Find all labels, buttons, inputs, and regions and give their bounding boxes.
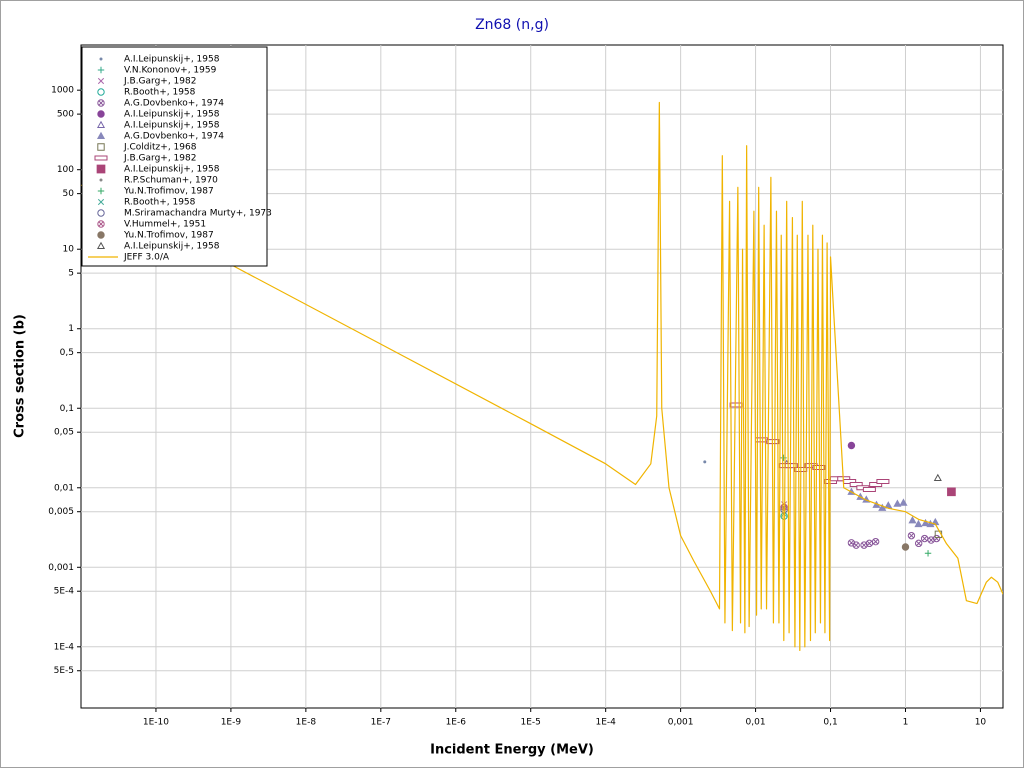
x-tick-label: 10 <box>975 718 987 728</box>
y-tick-label: 1 <box>68 324 74 334</box>
y-tick-label: 0,005 <box>48 507 74 517</box>
legend-label: A.I.Leipunskij+, 1958 <box>124 121 220 131</box>
x-tick-label: 1E-4 <box>595 718 616 728</box>
ticks: 1E-10 1E-9 1E-8 1E-7 1E-6 1E-5 1E-4 0,001 0,01 0,… <box>48 86 986 728</box>
legend-swatch <box>97 77 105 85</box>
y-tick-label: 5E-5 <box>54 666 74 676</box>
data-point <box>876 478 890 484</box>
data-point <box>780 454 787 462</box>
y-tick-label: 5E-4 <box>54 587 75 597</box>
legend-swatch <box>97 187 105 195</box>
x-tick-label: 1E-10 <box>143 718 169 728</box>
legend-label: V.Hummel+, 1951 <box>124 220 206 230</box>
data-point <box>729 402 743 408</box>
legend-label: Yu.N.Trofimov, 1987 <box>123 187 214 197</box>
data-point <box>914 539 923 547</box>
x-tick-label: 1E-7 <box>371 718 391 728</box>
legend-swatch <box>96 120 106 129</box>
y-tick-label: 0,1 <box>60 404 74 414</box>
data-point <box>908 516 917 524</box>
data-point <box>899 498 908 506</box>
legend-label: A.G.Dovbenko+, 1974 <box>124 99 224 109</box>
legend-label: V.N.Kononov+, 1959 <box>124 66 217 76</box>
y-tick-label: 500 <box>57 110 74 120</box>
y-axis-label: Cross section (b) <box>13 314 28 438</box>
x-tick-label: 0,01 <box>746 718 766 728</box>
data-point <box>860 541 868 549</box>
legend-label: A.I.Leipunskij+, 1958 <box>124 165 220 175</box>
legend-label: A.I.Leipunskij+, 1958 <box>124 55 220 65</box>
data-point <box>871 538 880 546</box>
data-point <box>780 512 788 520</box>
data-point <box>847 441 856 450</box>
data-point <box>852 541 860 549</box>
legend-swatch <box>97 143 105 151</box>
legend-label: A.I.Leipunskij+, 1958 <box>124 110 220 120</box>
data-point <box>947 487 956 497</box>
x-tick-label: 0,1 <box>823 718 837 728</box>
y-tick-label: 100 <box>57 165 74 175</box>
data-point <box>924 550 932 557</box>
x-tick-label: 1E-6 <box>446 718 467 728</box>
x-tick-label: 1E-8 <box>296 718 317 728</box>
legend-swatch <box>97 66 105 74</box>
y-tick-label: 0,05 <box>54 428 74 438</box>
legend-label: A.G.Dovbenko+, 1974 <box>124 132 224 142</box>
data-point <box>907 532 916 540</box>
data-point <box>878 503 887 511</box>
x-tick-label: 0,001 <box>668 718 694 728</box>
legend-swatch <box>97 99 105 107</box>
data-point <box>862 487 876 493</box>
y-tick-label: 0,5 <box>60 348 74 358</box>
data-point <box>901 543 910 551</box>
plot-data <box>81 101 1003 652</box>
legend-label: M.Sriramachandra Murty+, 1973 <box>124 209 272 219</box>
x-tick-label: 1E-5 <box>521 718 541 728</box>
legend-box <box>81 46 268 267</box>
legend-swatch <box>97 220 105 228</box>
y-tick-label: 1000 <box>51 86 74 96</box>
chart-title: Zn68 (n,g) <box>475 17 549 33</box>
legend-label: J.B.Garg+, 1982 <box>123 154 196 164</box>
data-point <box>780 506 788 514</box>
legend-swatch <box>97 88 105 96</box>
legend-swatch <box>97 231 105 239</box>
data-point <box>914 519 923 528</box>
series-line <box>81 101 1003 652</box>
data-point <box>921 518 930 527</box>
legend-swatch <box>96 131 106 140</box>
legend-swatch <box>94 155 108 161</box>
x-axis-label: Incident Energy (MeV) <box>430 743 594 758</box>
y-tick-label: 0,001 <box>48 563 74 573</box>
legend-label: JEFF 3.0/A <box>123 253 170 263</box>
legend-swatch <box>96 164 106 174</box>
legend-swatch <box>97 209 105 217</box>
legend-label: A.I.Leipunskij+, 1958 <box>124 242 220 252</box>
legend-swatch <box>99 57 103 61</box>
legend-swatch <box>99 178 103 182</box>
y-tick-label: 10 <box>63 245 75 255</box>
data-point <box>933 473 942 481</box>
legend-swatch <box>97 198 105 206</box>
legend-swatch <box>97 110 105 118</box>
legend-label: J.Colditz+, 1968 <box>123 143 197 153</box>
legend-label: Yu.N.Trofimov, 1987 <box>123 231 214 241</box>
legend-label: R.P.Schuman+, 1970 <box>124 176 218 186</box>
legend-label: J.B.Garg+, 1982 <box>123 77 196 87</box>
legend-swatch <box>96 241 106 250</box>
y-tick-label: 5 <box>68 269 74 279</box>
data-point <box>893 499 902 507</box>
legend-label: R.Booth+, 1958 <box>124 88 196 98</box>
legend-label: R.Booth+, 1958 <box>124 198 196 208</box>
y-tick-label: 0,01 <box>54 483 74 493</box>
y-tick-label: 50 <box>63 189 75 199</box>
x-tick-label: 1 <box>903 718 909 728</box>
x-tick-label: 1E-9 <box>221 718 242 728</box>
y-tick-label: 1E-4 <box>54 642 75 652</box>
data-point <box>703 460 707 464</box>
